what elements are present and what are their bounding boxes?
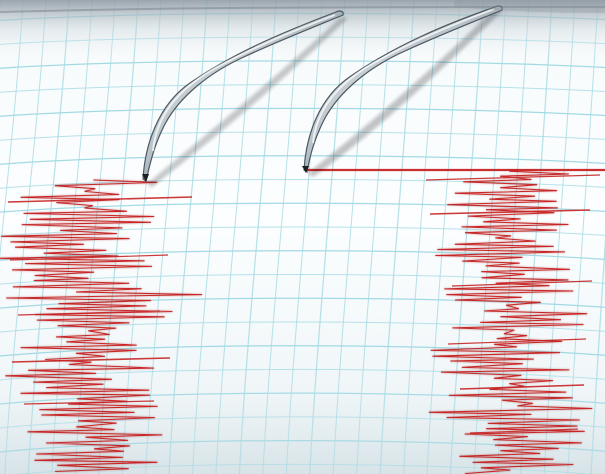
seismic-spike	[7, 196, 193, 203]
right-needle-shadow	[308, 10, 503, 177]
right-seismic-trace	[428, 170, 593, 474]
seismic-spike	[425, 174, 601, 181]
left-needle	[142, 10, 344, 182]
grid-horizontal-line	[0, 155, 605, 165]
seismic-traces	[0, 169, 601, 474]
right-needle-highlight	[312, 8, 495, 144]
right-needle-group	[302, 5, 503, 177]
seismic-spike	[429, 209, 591, 215]
seismic-spike	[447, 338, 587, 345]
seismic-spike	[17, 310, 161, 316]
grid-horizontal-line	[0, 107, 605, 117]
seismic-spike	[11, 357, 171, 363]
seismic-spike	[9, 254, 169, 261]
seismic-spike	[23, 400, 155, 405]
top-right-hardware-edge	[454, 0, 605, 13]
upper-roller-edge	[0, 6, 605, 13]
left-seismic-trace	[0, 179, 203, 473]
grid-horizontal-line	[0, 84, 605, 93]
seismic-spike	[451, 280, 593, 287]
seismic-spike	[459, 384, 585, 390]
seismic-spike	[469, 428, 579, 434]
left-needle-shadow	[148, 18, 348, 188]
right-needle	[303, 5, 503, 174]
left-needle-tip	[142, 174, 149, 182]
left-needle-highlight	[152, 14, 336, 152]
left-needle-group	[142, 10, 348, 188]
right-needle-tip	[302, 166, 309, 173]
